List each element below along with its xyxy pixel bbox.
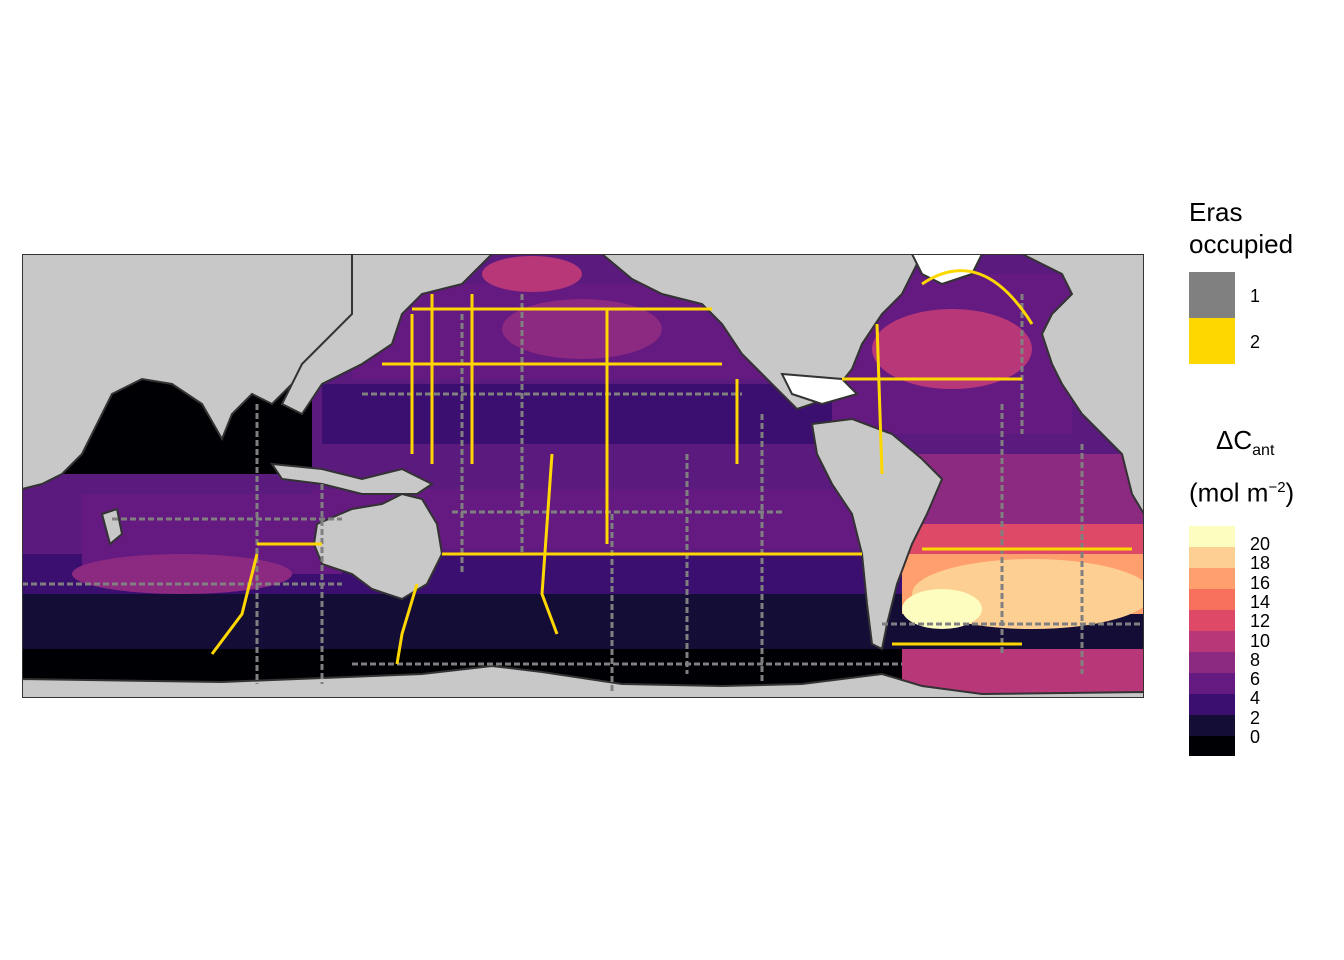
colorbar [1189,526,1235,757]
legend-cant-title-sub: ant [1252,442,1275,460]
colorbar-segment [1189,588,1235,611]
land-antarctica [22,664,1144,698]
colorbar-tick-label: 12 [1250,611,1271,632]
legend-label-one-era: 1 [1250,286,1261,306]
colorbar-segment [1189,609,1235,632]
colorbar-segment [1189,672,1235,694]
legend-swatch-one-era [1189,272,1235,318]
colorbar-tick-label: 10 [1250,630,1271,651]
colorbar-segment [1189,651,1235,673]
colorbar-tick-label: 2 [1250,707,1261,728]
tracks-two-eras [210,269,1132,665]
colorbar-segment [1189,630,1235,652]
colorbar-segment [1189,526,1235,548]
colorbar-segment [1189,735,1235,757]
land-europe-africa-east [1021,254,1144,516]
track-yellow [540,453,559,635]
colorbar-tick-label: 0 [1250,727,1261,747]
colorbar-tick-label: 18 [1250,553,1271,574]
colorbar-segment [1189,546,1235,569]
legend-cant-title-sup: −2 [1268,479,1286,496]
colorbar-tick-label: 16 [1250,572,1271,593]
land-masses [22,254,1144,698]
track-yellow [875,323,884,475]
track-yellow [921,269,1034,325]
legend-label-two-eras: 2 [1250,332,1261,352]
land-asia-east [280,254,494,416]
colorbar-tick-label: 8 [1250,649,1261,670]
track-yellow [395,583,419,665]
land-caribbean [780,372,859,406]
track-yellow [210,553,259,655]
land-maritime-se-asia [269,462,434,495]
legend-cant-title-symbol: ΔCant [1216,425,1275,460]
colorbar-tick-label: 4 [1250,688,1261,709]
land-australia [312,492,444,601]
legend-eras-title-line1: Eras [1189,197,1243,227]
colorbar-segment [1189,714,1235,736]
legend-cant-title-unit: (mol m−2) [1189,477,1295,508]
ocean-map [22,254,1144,698]
land-greenland [910,254,984,286]
patch-indian-south [72,554,292,594]
legend-swatch-two-eras [1189,318,1235,364]
land-north-america [600,254,924,411]
patch-north-pacific-high [502,299,662,359]
colorbar-segment [1189,693,1235,715]
colorbar-tick-label: 14 [1250,591,1271,612]
patch-okhotsk [482,256,582,292]
map-border [22,254,1144,698]
colorbar-tick-label: 20 [1250,534,1271,554]
patch-north-atlantic [872,309,1032,389]
patch-brazil-malvinas [902,589,982,629]
colorbar-segment [1189,567,1235,590]
colorbar-tick-label: 6 [1250,669,1261,690]
legend-eras-title-line2: occupied [1189,229,1294,259]
map-panel [22,254,1144,698]
tracks-one-era [22,294,1144,694]
